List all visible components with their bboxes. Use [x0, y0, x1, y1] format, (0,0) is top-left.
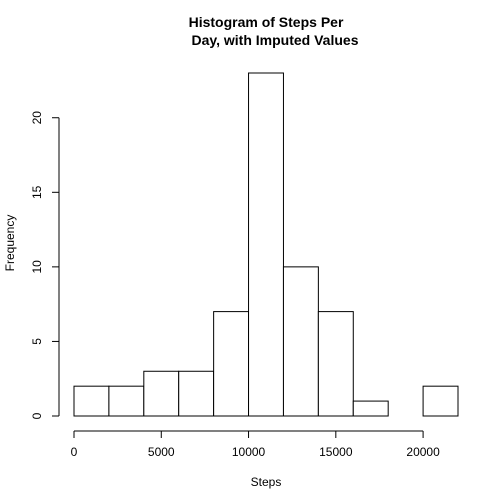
histogram-bar [108, 385, 145, 417]
histogram-bar [422, 385, 459, 417]
y-tick-label: 20 [30, 111, 44, 125]
x-tick-label: 10000 [232, 445, 266, 459]
x-tick-label: 5000 [148, 445, 175, 459]
y-tick-label: 5 [30, 338, 44, 345]
y-tick-label: 0 [30, 412, 44, 419]
histogram-bar [178, 370, 215, 417]
histogram-bar [73, 385, 110, 417]
y-tick-label: 10 [30, 260, 44, 274]
histogram-bar [317, 311, 354, 417]
bars-group [73, 72, 459, 417]
histogram-bar [282, 266, 319, 417]
histogram-bar [352, 400, 389, 417]
y-tick-label: 15 [30, 185, 44, 199]
histogram-bar [248, 72, 284, 417]
y-axis: 0 5 10 15 20 [30, 111, 60, 419]
chart-title-line-2: Day, with Imputed Values [191, 32, 358, 48]
chart-title-line-1: Histogram of Steps Per [189, 14, 344, 30]
x-axis-label: Steps [251, 475, 282, 489]
x-axis: 0 5000 10000 15000 20000 [71, 430, 440, 459]
x-tick-label: 15000 [319, 445, 353, 459]
x-tick-label: 20000 [406, 445, 440, 459]
histogram-bar [143, 370, 180, 417]
y-axis-label: Frequency [3, 215, 17, 272]
x-tick-label: 0 [71, 445, 78, 459]
histogram-bar [213, 311, 250, 417]
